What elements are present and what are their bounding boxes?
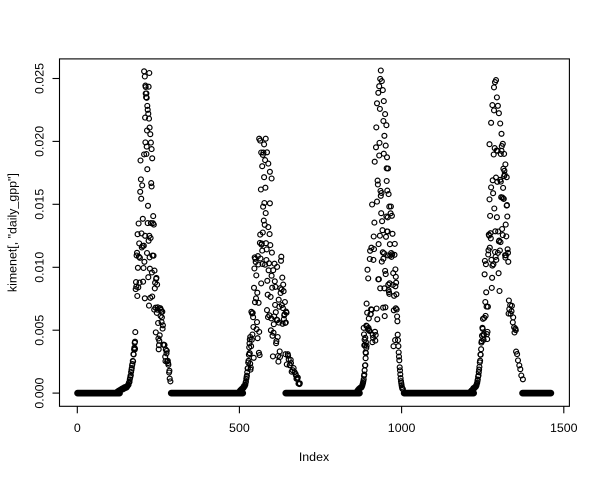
svg-text:1500: 1500 bbox=[550, 421, 578, 435]
svg-text:0.000: 0.000 bbox=[33, 377, 47, 408]
svg-text:Index: Index bbox=[299, 450, 330, 464]
svg-text:0.010: 0.010 bbox=[33, 252, 47, 283]
svg-text:1000: 1000 bbox=[388, 421, 416, 435]
svg-text:500: 500 bbox=[229, 421, 250, 435]
svg-text:0.020: 0.020 bbox=[33, 126, 47, 157]
svg-text:0: 0 bbox=[74, 421, 81, 435]
svg-text:0.005: 0.005 bbox=[33, 315, 47, 346]
svg-text:0.025: 0.025 bbox=[33, 63, 47, 94]
svg-text:0.015: 0.015 bbox=[33, 189, 47, 220]
svg-text:kimenet[, "daily_gpp"]: kimenet[, "daily_gpp"] bbox=[6, 173, 20, 292]
